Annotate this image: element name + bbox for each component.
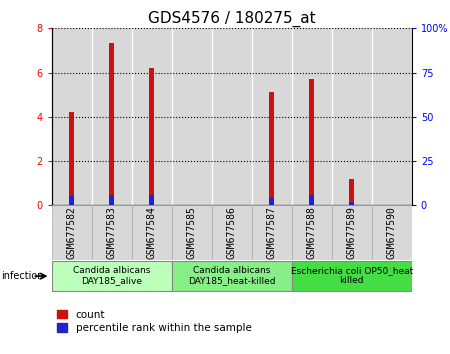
Bar: [212, 28, 252, 205]
Bar: [372, 28, 412, 205]
Text: GSM677587: GSM677587: [267, 206, 277, 259]
FancyBboxPatch shape: [132, 205, 172, 260]
Text: Escherichia coli OP50_heat
killed: Escherichia coli OP50_heat killed: [291, 266, 413, 285]
FancyBboxPatch shape: [52, 261, 172, 291]
FancyBboxPatch shape: [332, 205, 372, 260]
Bar: [69, 113, 74, 205]
Bar: [309, 79, 314, 205]
FancyBboxPatch shape: [252, 205, 292, 260]
Bar: [332, 28, 372, 205]
Legend: count, percentile rank within the sample: count, percentile rank within the sample: [57, 310, 252, 333]
FancyBboxPatch shape: [292, 205, 332, 260]
Text: GSM677588: GSM677588: [307, 206, 317, 259]
Text: infection: infection: [1, 271, 43, 281]
FancyBboxPatch shape: [172, 205, 212, 260]
Bar: [292, 28, 332, 205]
FancyBboxPatch shape: [212, 205, 252, 260]
Text: GSM677583: GSM677583: [107, 206, 117, 259]
Bar: [349, 179, 354, 205]
Bar: [172, 28, 212, 205]
Text: Candida albicans
DAY185_alive: Candida albicans DAY185_alive: [73, 266, 150, 285]
Bar: [349, 202, 354, 205]
FancyBboxPatch shape: [52, 205, 92, 260]
Text: GSM677590: GSM677590: [387, 206, 397, 259]
Bar: [149, 195, 154, 205]
Title: GDS4576 / 180275_at: GDS4576 / 180275_at: [148, 11, 315, 27]
Bar: [52, 28, 92, 205]
Bar: [92, 28, 132, 205]
Text: GSM677586: GSM677586: [227, 206, 237, 259]
Bar: [109, 43, 114, 205]
Bar: [69, 196, 74, 205]
Text: GSM677584: GSM677584: [147, 206, 157, 259]
FancyBboxPatch shape: [372, 205, 412, 260]
Bar: [270, 198, 274, 205]
Text: Candida albicans
DAY185_heat-killed: Candida albicans DAY185_heat-killed: [188, 266, 275, 285]
Text: GSM677585: GSM677585: [187, 206, 197, 259]
Text: GSM677582: GSM677582: [67, 206, 77, 259]
Bar: [309, 195, 314, 205]
Bar: [149, 68, 154, 205]
Text: GSM677589: GSM677589: [347, 206, 357, 259]
FancyBboxPatch shape: [292, 261, 412, 291]
Bar: [252, 28, 292, 205]
FancyBboxPatch shape: [92, 205, 132, 260]
Bar: [109, 195, 114, 205]
FancyBboxPatch shape: [172, 261, 292, 291]
Bar: [270, 92, 274, 205]
Bar: [132, 28, 172, 205]
